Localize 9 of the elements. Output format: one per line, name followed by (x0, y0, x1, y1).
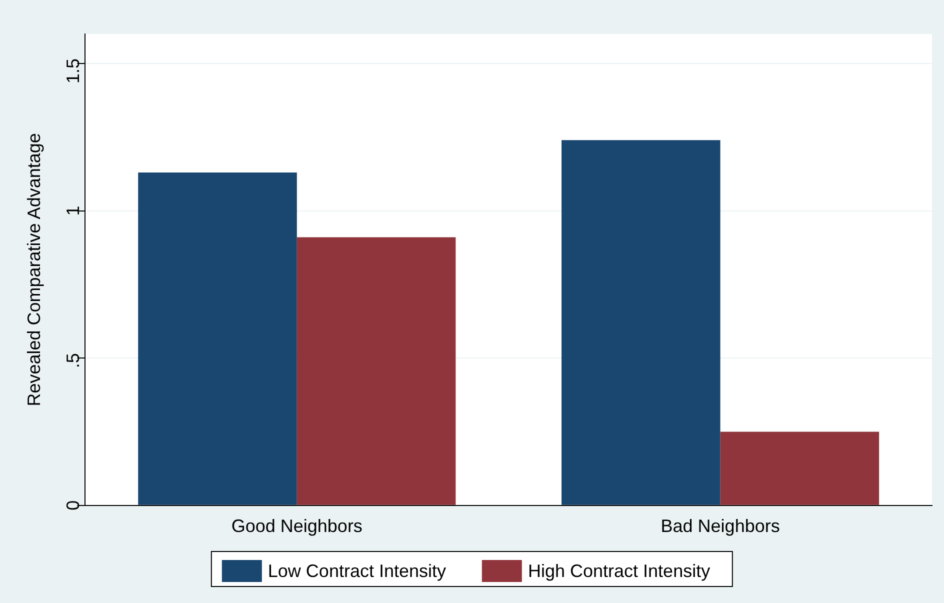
y-tick-label: 1.5 (63, 58, 84, 84)
y-tick-label: 0 (63, 500, 84, 510)
legend-label: Low Contract Intensity (268, 561, 446, 582)
y-tick-label: 1 (63, 206, 84, 216)
x-tick-label: Bad Neighbors (660, 516, 780, 536)
y-axis-title: Revealed Comparative Advantage (24, 133, 44, 406)
y-tick-label: .5 (63, 353, 84, 368)
x-tick-label: Good Neighbors (231, 516, 362, 536)
legend-label: High Contract Intensity (528, 561, 710, 582)
